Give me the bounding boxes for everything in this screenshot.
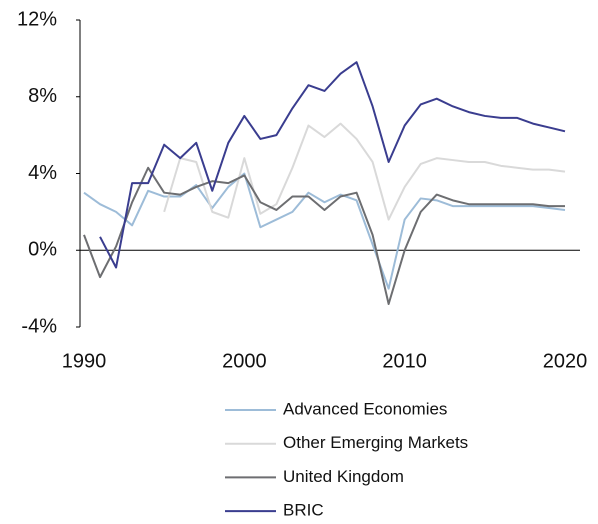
series-line <box>83 166 565 305</box>
legend-label: BRIC <box>283 501 324 520</box>
legend-label: United Kingdom <box>283 467 404 486</box>
series-line <box>99 61 566 269</box>
y-tick-label: 4% <box>28 162 57 184</box>
x-tick-label: 1990 <box>62 350 107 372</box>
y-tick-label: 0% <box>28 239 57 261</box>
series-line <box>163 122 566 221</box>
y-tick-label: 12% <box>17 8 57 30</box>
legend-label: Advanced Economies <box>283 399 447 418</box>
y-tick-label: -4% <box>21 315 57 337</box>
x-tick-label: 2020 <box>543 350 588 372</box>
x-tick-label: 2010 <box>382 350 427 372</box>
y-tick-label: 8% <box>28 85 57 107</box>
series-line <box>83 172 566 290</box>
legend-label: Other Emerging Markets <box>283 433 468 452</box>
x-tick-label: 2000 <box>222 350 267 372</box>
